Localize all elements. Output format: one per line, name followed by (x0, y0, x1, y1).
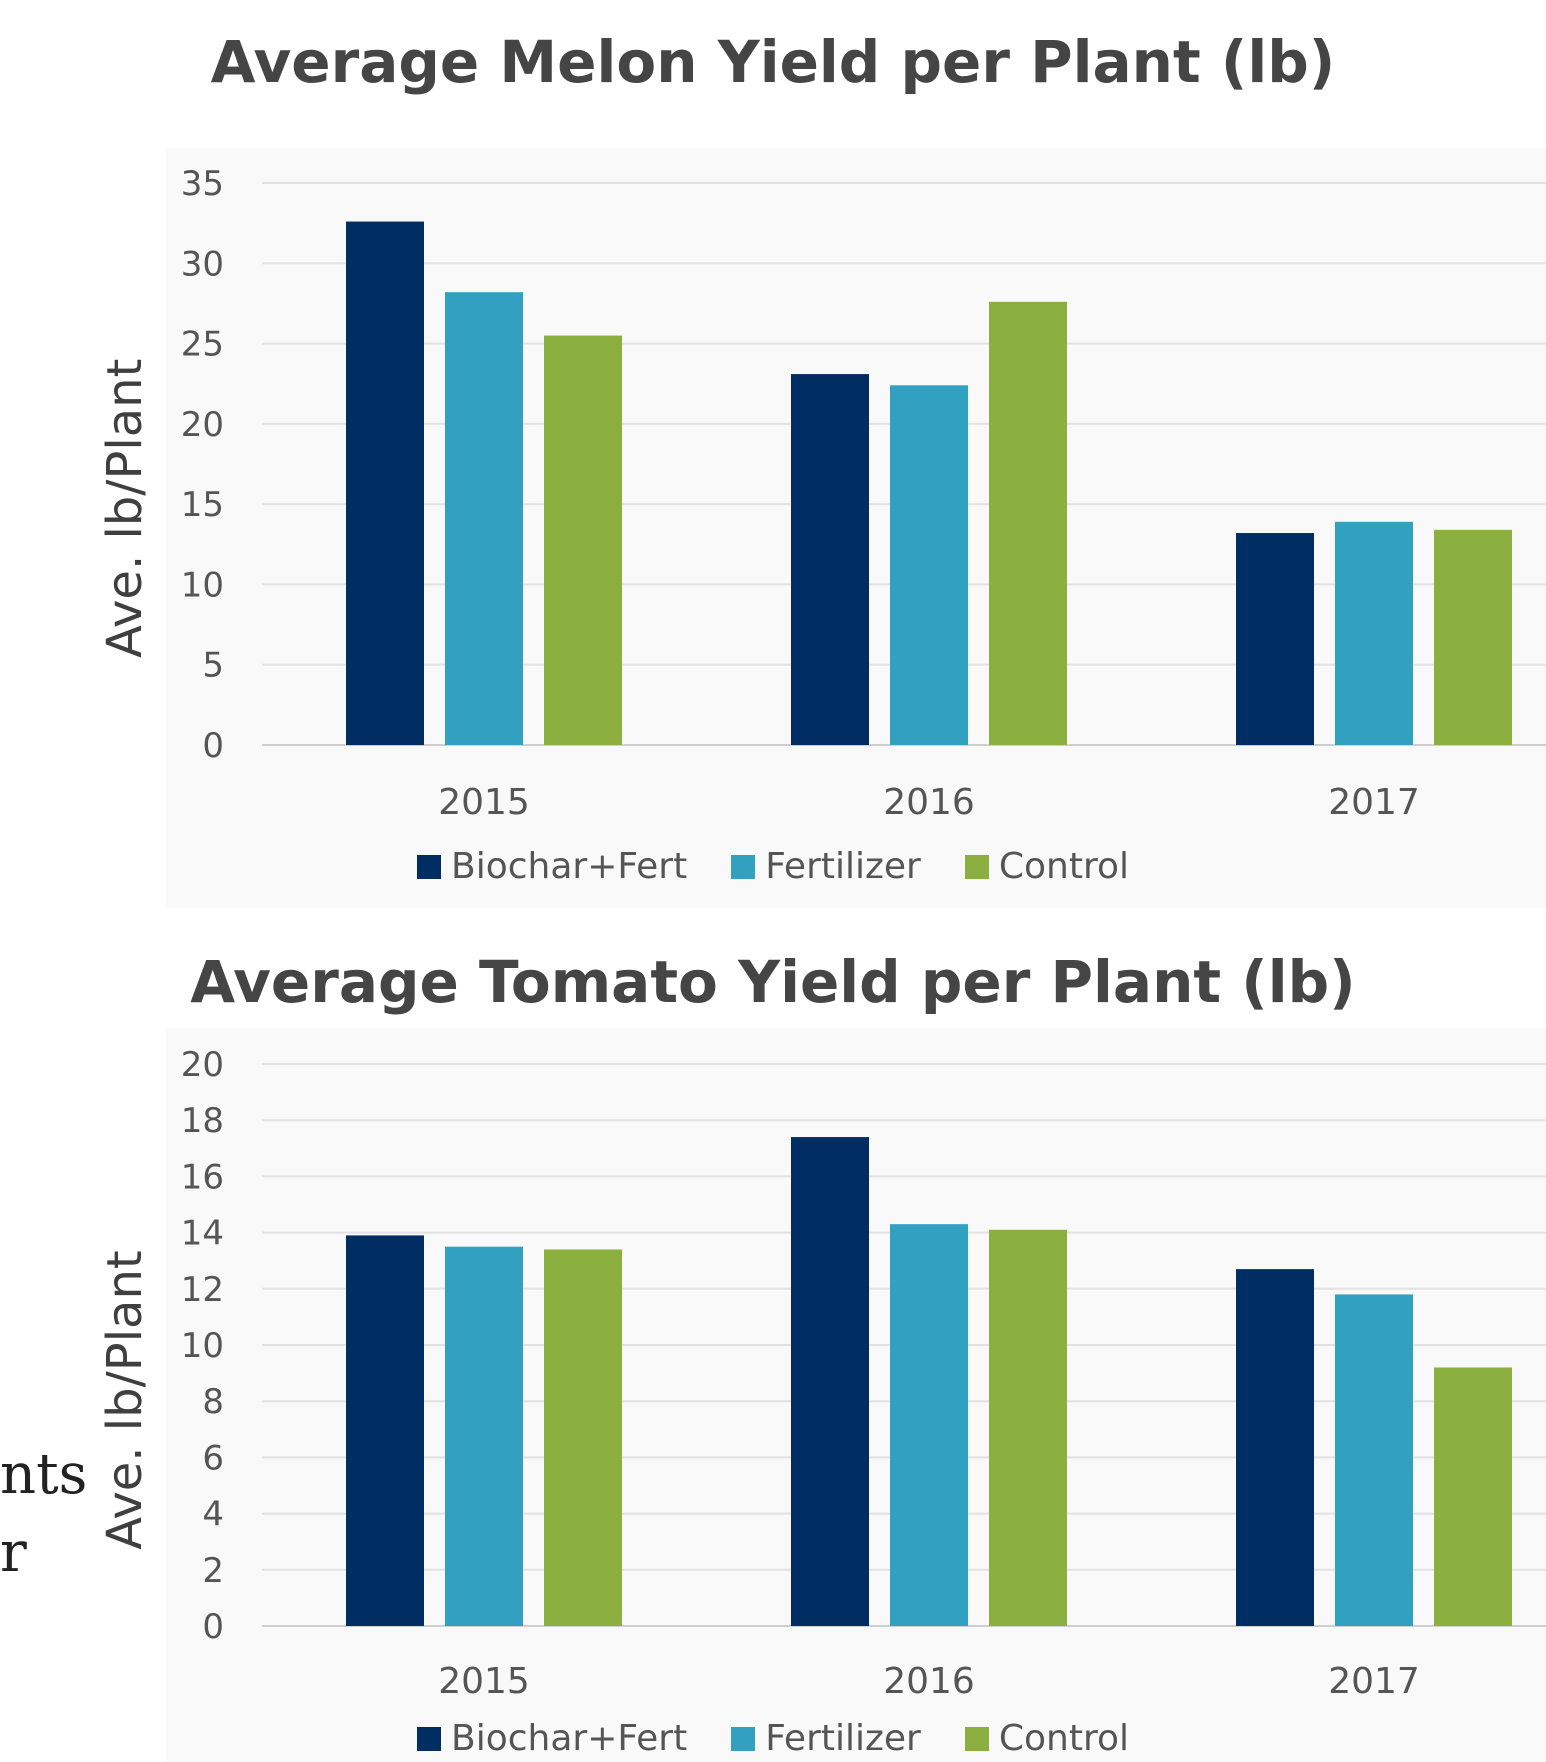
legend-label: Control (998, 1718, 1129, 1759)
y-tick-label: 10 (181, 1326, 224, 1366)
y-tick-label: 2 (202, 1551, 224, 1591)
legend-tomato: Biochar+Fert Fertilizer Control (0, 1718, 1546, 1759)
bar (890, 385, 968, 745)
legend-item: Fertilizer (731, 846, 921, 887)
cropped-text-fragment: r (0, 1520, 27, 1585)
y-tick-label: 18 (181, 1101, 224, 1141)
bar (890, 1224, 968, 1626)
bar (1236, 533, 1314, 745)
x-category-label: 2017 (1328, 782, 1420, 823)
bar (791, 374, 869, 745)
cropped-text-fragment: nts (0, 1442, 88, 1507)
legend-swatch (731, 854, 756, 879)
bar (1236, 1269, 1314, 1626)
legend-swatch (964, 1726, 989, 1751)
bar (445, 292, 523, 745)
y-tick-label: 30 (181, 244, 224, 284)
y-tick-label: 35 (181, 164, 224, 204)
y-tick-label: 4 (202, 1495, 224, 1535)
y-tick-label: 8 (202, 1382, 224, 1422)
y-tick-label: 20 (181, 405, 224, 445)
bar (1335, 1294, 1413, 1626)
bar (1434, 1367, 1512, 1626)
legend-label: Fertilizer (765, 846, 921, 887)
legend-item: Fertilizer (731, 1718, 921, 1759)
y-tick-label: 0 (202, 1607, 224, 1647)
bar (544, 1249, 622, 1626)
x-category-label: 2016 (883, 782, 975, 823)
y-tick-label: 10 (181, 565, 224, 605)
y-tick-label: 25 (181, 325, 224, 365)
legend-item: Biochar+Fert (417, 846, 687, 887)
bar (346, 1235, 424, 1626)
x-category-label: 2016 (883, 1661, 975, 1702)
chart-title-tomato: Average Tomato Yield per Plant (lb) (190, 948, 1356, 1016)
x-category-label: 2015 (438, 1661, 530, 1702)
x-category-label: 2017 (1328, 1661, 1420, 1702)
bar (346, 221, 424, 746)
legend-melon: Biochar+Fert Fertilizer Control (0, 846, 1546, 887)
bar (989, 301, 1067, 745)
y-tick-label: 6 (202, 1438, 224, 1478)
y-tick-label: 14 (181, 1214, 224, 1254)
y-tick-label: 0 (202, 726, 224, 766)
legend-label: Biochar+Fert (451, 1718, 688, 1759)
bar (989, 1229, 1067, 1626)
chart-title-melon: Average Melon Yield per Plant (lb) (210, 28, 1336, 96)
legend-item: Control (964, 846, 1129, 887)
y-tick-label: 20 (181, 1045, 224, 1085)
y-tick-label: 12 (181, 1270, 224, 1310)
bar (1434, 529, 1512, 745)
bar (544, 335, 622, 745)
y-tick-label: 16 (181, 1157, 224, 1197)
x-category-label: 2015 (438, 782, 530, 823)
legend-swatch (731, 1726, 756, 1751)
y-tick-label: 15 (181, 485, 224, 525)
bar (445, 1246, 523, 1626)
legend-label: Fertilizer (765, 1718, 921, 1759)
legend-item: Control (964, 1718, 1129, 1759)
bar (791, 1137, 869, 1626)
legend-swatch (417, 1726, 442, 1751)
legend-label: Control (998, 846, 1129, 887)
legend-label: Biochar+Fert (451, 846, 688, 887)
legend-swatch (964, 854, 989, 879)
bar (1335, 521, 1413, 745)
legend-swatch (417, 854, 442, 879)
y-tick-label: 5 (202, 646, 224, 686)
legend-item: Biochar+Fert (417, 1718, 687, 1759)
